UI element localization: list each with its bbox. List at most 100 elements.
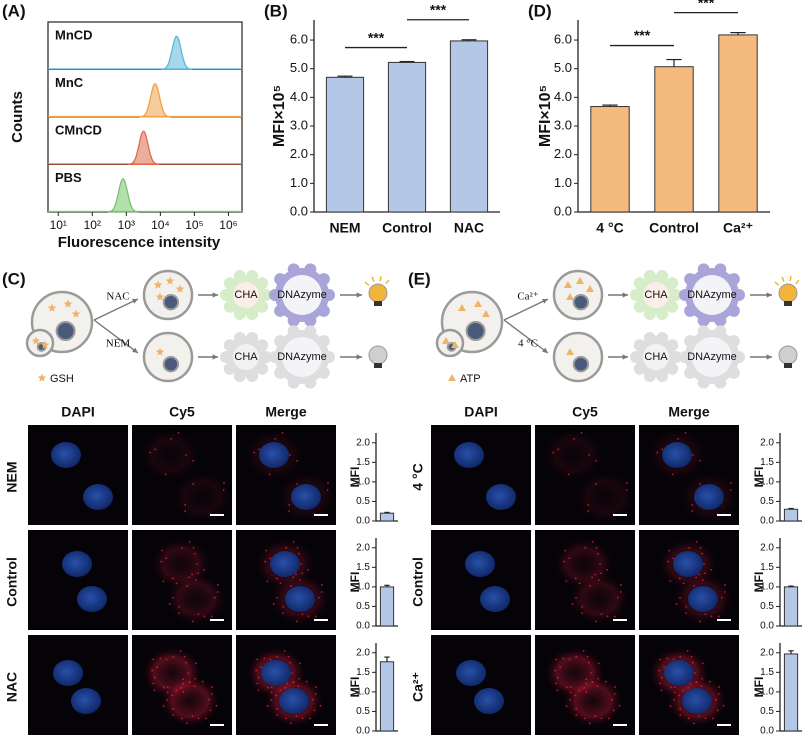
cy5-dot (307, 568, 310, 571)
cy5-dot (188, 576, 191, 579)
row-label: Control (410, 557, 426, 607)
cy5-dot (689, 682, 691, 685)
cy5-dot (276, 596, 278, 599)
cy5-dot (266, 580, 269, 583)
arrow-shaft (93, 319, 139, 354)
cy5-dot (284, 687, 287, 689)
cy5-dot (695, 576, 698, 579)
atp-icon (442, 337, 450, 344)
cy5-dot (660, 689, 663, 692)
cy5-dot (672, 557, 675, 560)
condition-label: NAC (106, 291, 129, 303)
cy5-dot (210, 615, 213, 618)
cy5-dot (682, 582, 685, 585)
cy5-dot (673, 691, 676, 694)
cy5-dot (292, 541, 295, 543)
cell-nucleus (162, 294, 180, 311)
cy5-dot (556, 689, 559, 692)
gear-core (643, 344, 669, 370)
cy5-dot (257, 676, 260, 679)
bar (325, 76, 365, 213)
cy5-dot (701, 662, 704, 665)
cy5-dot (679, 714, 682, 717)
cy5-dot (659, 682, 662, 685)
cy5-dot (710, 568, 713, 571)
nucleus (51, 442, 81, 468)
cy5-dot (691, 661, 694, 664)
atp-icon (566, 293, 574, 300)
cy5-dot (319, 704, 322, 707)
panel-label: (A) (2, 1, 26, 20)
nucleus (682, 688, 712, 714)
cy5-dot (669, 580, 672, 583)
cy5-dot (594, 715, 597, 718)
panel-label: (B) (264, 1, 288, 20)
cy5-dot (677, 437, 680, 440)
cy5-dot (185, 722, 188, 725)
cy5-dot (168, 603, 171, 605)
cy5-dot (180, 717, 183, 720)
module-label: CHA (234, 351, 258, 363)
cy5-dot (281, 432, 284, 434)
cy5-dot (152, 682, 155, 685)
panel-label: (C) (2, 269, 26, 288)
cy5-dot (687, 687, 690, 689)
y-tick-label: 3.0 (554, 117, 572, 132)
gear-core (282, 275, 322, 315)
panel-label: (D) (528, 1, 552, 20)
cy5-dot (270, 686, 273, 689)
arrow-shaft (93, 298, 139, 321)
y-tick-label: 2.0 (290, 146, 308, 161)
cy5-dot (266, 705, 269, 707)
cy5-dot (265, 549, 268, 552)
cy5-dot (556, 676, 559, 679)
cy5-dot (594, 620, 597, 623)
cy5-dot (171, 694, 173, 697)
cy5-dot (305, 680, 308, 683)
y-tick-label: 1.5 (760, 457, 774, 468)
y-tick-label: 2.0 (760, 542, 774, 553)
nucleus (261, 660, 291, 686)
arrow-head (356, 292, 362, 298)
module-label: DNAzyme (277, 289, 327, 301)
cy5-dot (154, 448, 157, 451)
histogram-curve (161, 35, 193, 71)
cy5-dot (197, 572, 200, 575)
cy5-dot (613, 615, 616, 618)
nucleus (62, 551, 92, 577)
cy5-dot (260, 666, 263, 669)
cy5-dot (297, 552, 300, 555)
condition-label: 4 °C (518, 338, 538, 350)
cell-nucleus (572, 294, 590, 311)
bulb (778, 283, 798, 303)
module-label: CHA (644, 351, 668, 363)
cy5-dot (691, 510, 694, 513)
cy5-dot (201, 680, 204, 683)
gear (630, 269, 682, 321)
gear (679, 325, 745, 389)
cy5-dot (580, 432, 583, 434)
cy5-signal (140, 429, 200, 481)
cy5-dot (186, 585, 189, 587)
cy5-dot (562, 657, 565, 660)
bar (379, 586, 395, 627)
cy5-dot (194, 579, 197, 582)
nucleus (291, 484, 321, 510)
y-tick-label: 0.5 (760, 496, 774, 507)
panel-label: (E) (408, 269, 431, 288)
cy5-dot (563, 560, 566, 563)
nucleus (285, 586, 315, 612)
y-tick-label: 2.0 (356, 647, 370, 658)
cy5-dot (160, 560, 163, 563)
cy5-dot (208, 698, 210, 701)
cy5-dot (162, 580, 165, 583)
cy5-dot (729, 489, 732, 491)
nucleus (480, 586, 510, 612)
cy5-dot (296, 546, 299, 549)
cy5-dot (171, 577, 174, 580)
cy5-dot (672, 658, 675, 661)
x-axis-label: Fluorescence intensity (58, 234, 221, 251)
module-label: DNAzyme (687, 351, 737, 363)
cy5-dot (153, 689, 156, 692)
cy5-dot (568, 557, 571, 560)
